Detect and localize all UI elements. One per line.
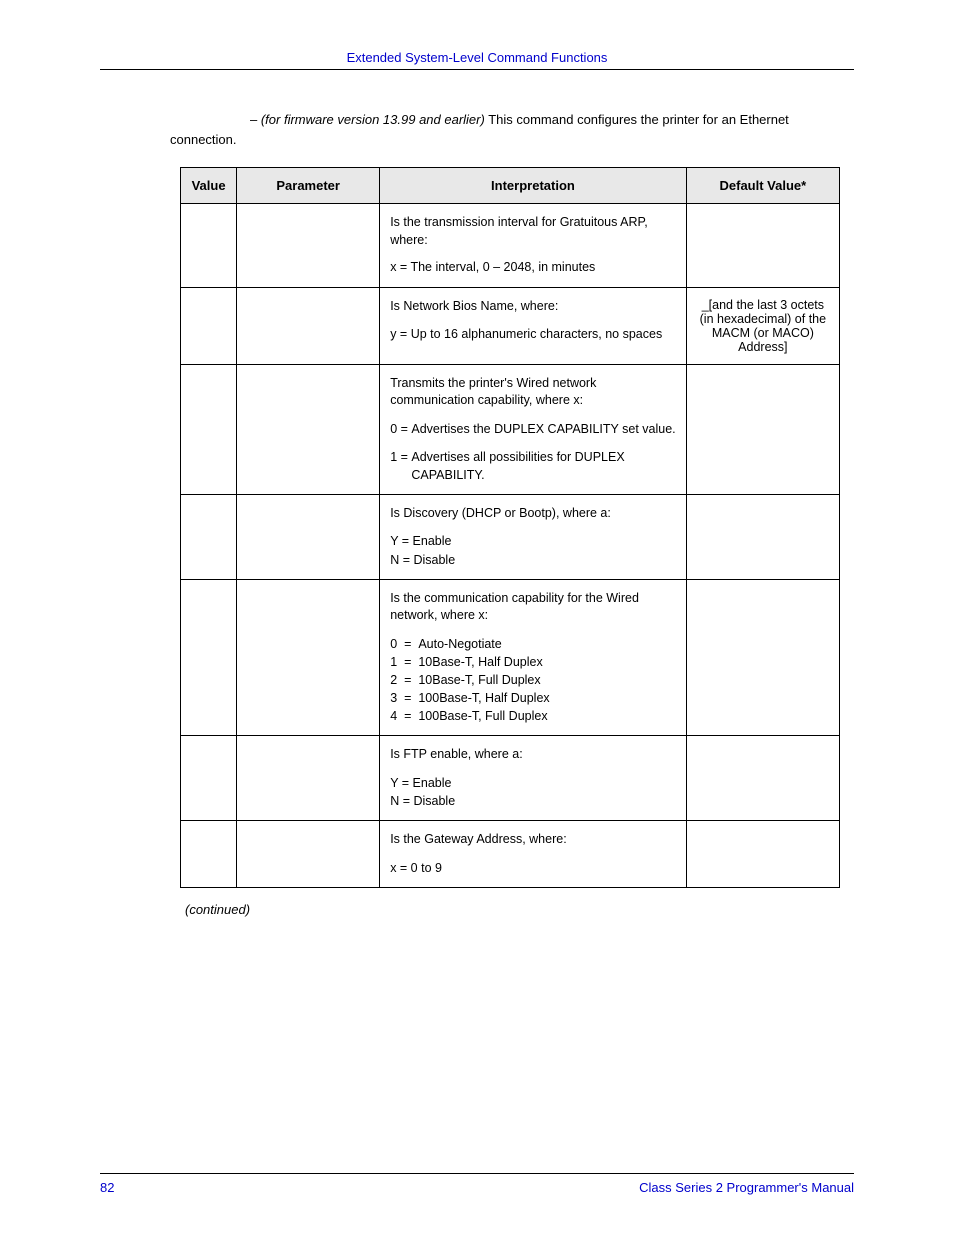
table-row: Is FTP enable, where a: Y = Enable N = D… <box>181 736 840 821</box>
interp-text: Is the Gateway Address, where: <box>390 831 676 849</box>
cell-default: _[and the last 3 octets (in hexadecimal)… <box>686 287 839 364</box>
cell-parameter <box>237 204 380 288</box>
interp-eq: y = Up to 16 alphanumeric characters, no… <box>390 325 676 343</box>
table-row: Is the communication capability for the … <box>181 579 840 736</box>
interp-eq: 1 = Advertises all possibilities for DUP… <box>390 448 676 484</box>
cell-parameter <box>237 821 380 888</box>
cell-parameter <box>237 579 380 736</box>
interp-line: N = Disable <box>390 792 676 810</box>
interp-text: x = The interval, 0 – 2048, in minutes <box>390 259 676 277</box>
cell-default <box>686 736 839 821</box>
interp-text: Is Network Bios Name, where: <box>390 298 676 316</box>
table-row: Is Discovery (DHCP or Bootp), where a: Y… <box>181 494 840 579</box>
cell-value <box>181 287 237 364</box>
table-row: Is the Gateway Address, where: x = 0 to … <box>181 821 840 888</box>
cell-parameter <box>237 364 380 494</box>
interp-text: Is the communication capability for the … <box>390 590 676 625</box>
interp-line: Y = Enable <box>390 774 676 792</box>
eq-val: Up to 16 alphanumeric characters, no spa… <box>411 325 676 343</box>
interp-line: N = Disable <box>390 551 676 569</box>
eq-val: 100Base-T, Full Duplex <box>418 707 675 725</box>
interp-lines: Y = Enable N = Disable <box>390 532 676 568</box>
cell-parameter <box>237 287 380 364</box>
cell-default <box>686 204 839 288</box>
interp-option: 3 = 100Base-T, Half Duplex <box>390 689 676 707</box>
continued-label: (continued) <box>185 902 854 917</box>
intro-paragraph: – (for firmware version 13.99 and earlie… <box>170 110 854 149</box>
interp-text: Is the transmission interval for Gratuit… <box>390 214 676 249</box>
cell-value <box>181 579 237 736</box>
interp-text: Is Discovery (DHCP or Bootp), where a: <box>390 505 676 523</box>
eq-key: 1 = <box>390 653 418 671</box>
cell-value <box>181 364 237 494</box>
interp-lines: x = 0 to 9 <box>390 859 676 877</box>
eq-val: Advertises all possibilities for DUPLEX … <box>411 448 675 484</box>
eq-val: 10Base-T, Half Duplex <box>418 653 675 671</box>
interp-line: x = 0 to 9 <box>390 859 676 877</box>
eq-key: 3 = <box>390 689 418 707</box>
cell-interpretation: Is the communication capability for the … <box>380 579 687 736</box>
eq-key: y = <box>390 325 411 343</box>
cell-value <box>181 821 237 888</box>
table-header-row: Value Parameter Interpretation Default V… <box>181 168 840 204</box>
eq-val: 100Base-T, Half Duplex <box>418 689 675 707</box>
table-row: Transmits the printer's Wired network co… <box>181 364 840 494</box>
cell-interpretation: Transmits the printer's Wired network co… <box>380 364 687 494</box>
eq-key: 0 = <box>390 635 418 653</box>
interp-eq: 0 = Advertises the DUPLEX CAPABILITY set… <box>390 420 676 438</box>
th-default: Default Value* <box>686 168 839 204</box>
th-interpretation: Interpretation <box>380 168 687 204</box>
cell-value <box>181 204 237 288</box>
cell-interpretation: Is the Gateway Address, where: x = 0 to … <box>380 821 687 888</box>
eq-val: Auto-Negotiate <box>418 635 675 653</box>
cell-default <box>686 364 839 494</box>
cell-parameter <box>237 736 380 821</box>
parameter-table: Value Parameter Interpretation Default V… <box>180 167 840 888</box>
cell-parameter <box>237 494 380 579</box>
interp-lines: Y = Enable N = Disable <box>390 774 676 810</box>
table-row: Is the transmission interval for Gratuit… <box>181 204 840 288</box>
interp-option: 2 = 10Base-T, Full Duplex <box>390 671 676 689</box>
th-value: Value <box>181 168 237 204</box>
eq-val: Advertises the DUPLEX CAPABILITY set val… <box>411 420 675 438</box>
eq-key: 2 = <box>390 671 418 689</box>
page-footer: 82 Class Series 2 Programmer's Manual <box>100 1173 854 1195</box>
manual-title: Class Series 2 Programmer's Manual <box>639 1180 854 1195</box>
header-section-title: Extended System-Level Command Functions <box>100 50 854 65</box>
header-divider <box>100 69 854 70</box>
cell-interpretation: Is Discovery (DHCP or Bootp), where a: Y… <box>380 494 687 579</box>
eq-key: 1 = <box>390 448 411 484</box>
cell-interpretation: Is Network Bios Name, where: y = Up to 1… <box>380 287 687 364</box>
interp-option: 0 = Auto-Negotiate <box>390 635 676 653</box>
interp-text: Is FTP enable, where a: <box>390 746 676 764</box>
interp-line: Y = Enable <box>390 532 676 550</box>
interp-option: 1 = 10Base-T, Half Duplex <box>390 653 676 671</box>
cell-interpretation: Is the transmission interval for Gratuit… <box>380 204 687 288</box>
eq-key: 0 = <box>390 420 411 438</box>
cell-default <box>686 579 839 736</box>
interp-text: Transmits the printer's Wired network co… <box>390 375 676 410</box>
eq-val: 10Base-T, Full Duplex <box>418 671 675 689</box>
cell-default <box>686 494 839 579</box>
cell-interpretation: Is FTP enable, where a: Y = Enable N = D… <box>380 736 687 821</box>
intro-dash: – <box>250 112 261 127</box>
table-row: Is Network Bios Name, where: y = Up to 1… <box>181 287 840 364</box>
interp-option: 4 = 100Base-T, Full Duplex <box>390 707 676 725</box>
th-parameter: Parameter <box>237 168 380 204</box>
interp-options: 0 = Auto-Negotiate 1 = 10Base-T, Half Du… <box>390 635 676 726</box>
eq-key: 4 = <box>390 707 418 725</box>
cell-default <box>686 821 839 888</box>
page-number: 82 <box>100 1180 114 1195</box>
intro-italic: (for firmware version 13.99 and earlier) <box>261 112 485 127</box>
footer-divider <box>100 1173 854 1174</box>
cell-value <box>181 736 237 821</box>
cell-value <box>181 494 237 579</box>
